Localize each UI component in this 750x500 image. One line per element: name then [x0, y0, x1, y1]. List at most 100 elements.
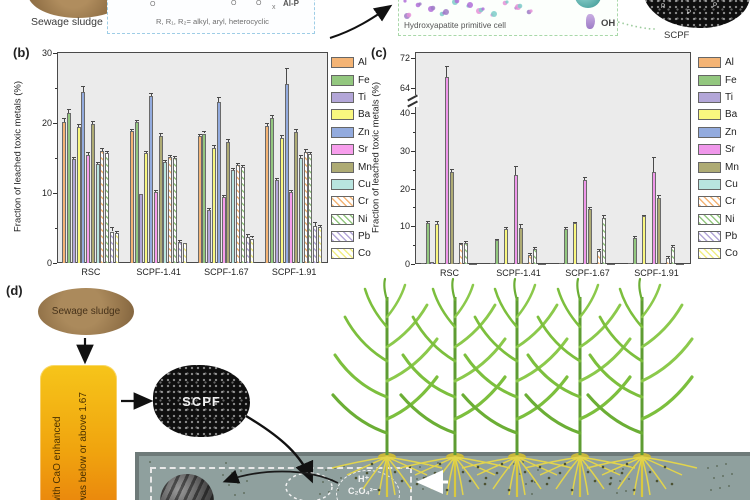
legend-label-Fe: Fe: [725, 74, 737, 86]
bar-SCPF-1.91-Ni: [670, 246, 675, 264]
y-tick-mark: [53, 123, 57, 124]
error-bar-cap: [494, 238, 499, 240]
bar-RSC-Sr: [444, 76, 449, 264]
error-bar-cap: [265, 123, 270, 124]
error-bar-cap: [100, 148, 105, 150]
bar-SCPF-1.41-Ni: [532, 248, 537, 264]
chart-c-plot: [415, 52, 691, 264]
legend-label-Sr: Sr: [358, 144, 368, 156]
error-bar: [271, 114, 273, 119]
error-bar: [520, 223, 521, 229]
legend-item-Cu: Cu: [331, 176, 372, 193]
bar-SCPF-1.67-Cr: [597, 250, 602, 264]
legend-item-Cu: Cu: [698, 176, 739, 193]
organic-phosphorus-box: [107, 0, 315, 34]
bar-RSC-Co: [473, 263, 478, 265]
error-bar-cap: [528, 253, 533, 255]
panel-c-label: (c): [371, 45, 387, 60]
error-bar: [150, 92, 152, 97]
corn-plant-3: [461, 277, 569, 457]
legend-label-Ti: Ti: [725, 91, 733, 103]
bar-SCPF-1.91-Mn: [294, 132, 299, 263]
error-bar: [155, 189, 157, 192]
bar-SCPF-1.41-Ba: [144, 153, 149, 263]
bar-SCPF-1.91-Fe: [632, 237, 637, 264]
error-bar: [131, 129, 133, 132]
legend-item-Ti: Ti: [698, 89, 739, 106]
legend-item-Zn: Zn: [331, 124, 372, 141]
error-bar: [515, 165, 517, 176]
legend-swatch-Co: [698, 248, 721, 260]
bar-SCPF-1.91-Cr: [303, 151, 308, 263]
legend-item-Al: Al: [331, 54, 372, 71]
error-bar: [295, 128, 297, 133]
y-tick-label-c: 64: [399, 83, 410, 94]
error-bar-cap: [114, 230, 119, 232]
y-tick-mark: [53, 263, 57, 264]
legend-label-Ba: Ba: [358, 109, 371, 121]
error-bar: [169, 154, 171, 157]
error-bar-cap: [463, 241, 468, 243]
oxalate-label: C₂O₄²⁻: [348, 486, 378, 496]
bar-SCPF-1.67-Ba: [573, 223, 578, 264]
bar-SCPF-1.67-Co: [611, 263, 616, 265]
legend-label-Cu: Cu: [358, 178, 371, 190]
legend-item-Co: Co: [698, 245, 739, 262]
legend-item-Pb: Pb: [331, 228, 372, 245]
dotted-connector: [617, 21, 657, 30]
legend-swatch-Ni: [698, 213, 721, 225]
error-bar-cap: [279, 134, 284, 136]
error-bar-cap: [245, 234, 250, 236]
bar-SCPF-1.67-Zn: [216, 102, 221, 263]
bar-SCPF-1.91-Co: [680, 263, 685, 265]
error-bar-cap: [318, 225, 323, 227]
legend-item-Fe: Fe: [698, 71, 739, 88]
bar-RSC-Fe: [66, 113, 71, 263]
error-bar: [603, 215, 605, 219]
bar-SCPF-1.41-Ni: [172, 158, 177, 263]
bar-SCPF-1.41-Cu: [523, 263, 528, 265]
scpf-node-label: SCPF: [182, 393, 221, 409]
error-bar: [227, 139, 229, 142]
bar-SCPF-1.41-Al: [489, 263, 494, 265]
legend-label-Zn: Zn: [358, 126, 370, 138]
error-bar: [446, 65, 448, 77]
error-bar-cap: [250, 236, 255, 238]
error-bar-cap: [444, 65, 449, 67]
error-bar-cap: [134, 120, 139, 122]
bar-SCPF-1.41-Co: [542, 263, 547, 265]
bar-SCPF-1.41-Ba: [504, 229, 509, 264]
bar-RSC-Ti: [430, 262, 435, 264]
legend-swatch-Ti: [698, 91, 721, 103]
error-bar-cap: [163, 160, 168, 162]
proton-label: H⁺: [358, 474, 370, 484]
error-bar: [92, 120, 94, 125]
bar-SCPF-1.67-Zn: [577, 263, 582, 265]
error-bar-cap: [207, 207, 212, 209]
error-bar-cap: [513, 165, 518, 167]
y-tick-mark: [53, 53, 57, 54]
y-minor-tick: [54, 158, 57, 159]
legend-item-Al: Al: [698, 54, 739, 71]
y-tick-mark: [411, 58, 415, 59]
legend-label-Sr: Sr: [725, 144, 735, 156]
error-bar: [63, 118, 65, 122]
bar-SCPF-1.41-Fe: [494, 240, 499, 264]
legend-label-Ni: Ni: [358, 213, 368, 225]
error-bar: [111, 227, 113, 232]
error-bar: [199, 134, 201, 137]
legend-item-Ba: Ba: [698, 106, 739, 123]
error-bar-cap: [62, 118, 67, 120]
legend-swatch-Cu: [331, 178, 354, 190]
error-bar-cap: [632, 236, 637, 238]
legend-swatch-Al: [698, 57, 721, 69]
error-bar: [281, 134, 283, 139]
y-tick-label-b: 20: [41, 118, 52, 128]
y-tick-label-c: 40: [399, 108, 410, 119]
scpf-node: SCPF: [153, 365, 250, 437]
legend-item-Sr: Sr: [331, 141, 372, 158]
bar-SCPF-1.91-Sr: [651, 171, 656, 264]
bar-SCPF-1.91-Pb: [675, 263, 680, 265]
bar-SCPF-1.91-Zn: [284, 83, 289, 263]
error-bar-cap: [666, 256, 671, 258]
